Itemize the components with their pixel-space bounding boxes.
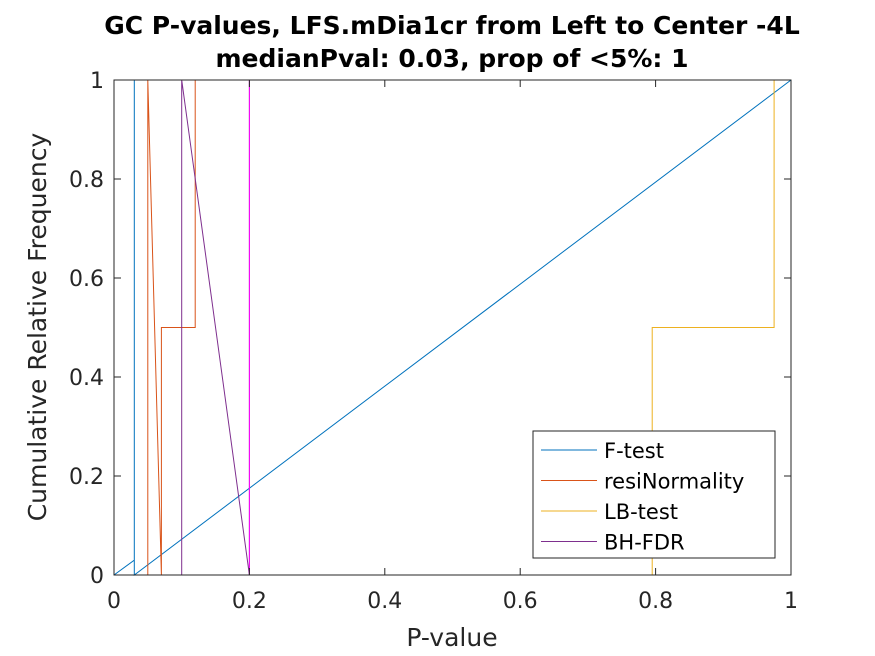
y-tick-label: 0 [90, 564, 104, 589]
x-tick-label: 0.8 [638, 589, 673, 614]
legend: F-test resiNormality LB-test BH-FDR [532, 430, 776, 559]
y-tick-label: 0.6 [69, 267, 104, 292]
y-axis-label: Cumulative Relative Frequency [23, 133, 52, 522]
legend-label-bh-fdr: BH-FDR [604, 531, 685, 555]
x-tick-label: 0.4 [367, 589, 402, 614]
y-tick-label: 0.2 [69, 465, 104, 490]
y-tick-label: 0.4 [69, 366, 104, 391]
legend-label-resinormality: resiNormality [604, 470, 744, 494]
chart-title-line-1: GC P-values, LFS.mDia1cr from Left to Ce… [104, 11, 800, 40]
y-axis-ticks: 0 0.2 0.4 0.6 0.8 1 [69, 69, 791, 589]
legend-box [532, 430, 776, 559]
x-axis-label: P-value [406, 623, 497, 652]
y-tick-label: 0.8 [69, 168, 104, 193]
axes-box [113, 79, 792, 576]
series-line-resinormality [147, 79, 196, 576]
y-tick-label: 1 [90, 69, 104, 94]
x-tick-label: 0.6 [503, 589, 538, 614]
legend-label-f-test: F-test [604, 439, 664, 463]
legend-label-lb-test: LB-test [604, 500, 678, 524]
x-tick-label: 0.2 [232, 589, 267, 614]
x-tick-label: 1 [784, 589, 798, 614]
chart-title: GC P-values, LFS.mDia1cr from Left to Ce… [104, 11, 800, 73]
chart-title-line-2: medianPval: 0.03, prop of <5%: 1 [215, 44, 688, 73]
x-tick-label: 0 [107, 589, 121, 614]
x-axis-ticks: 0 0.2 0.4 0.6 0.8 1 [107, 80, 798, 614]
